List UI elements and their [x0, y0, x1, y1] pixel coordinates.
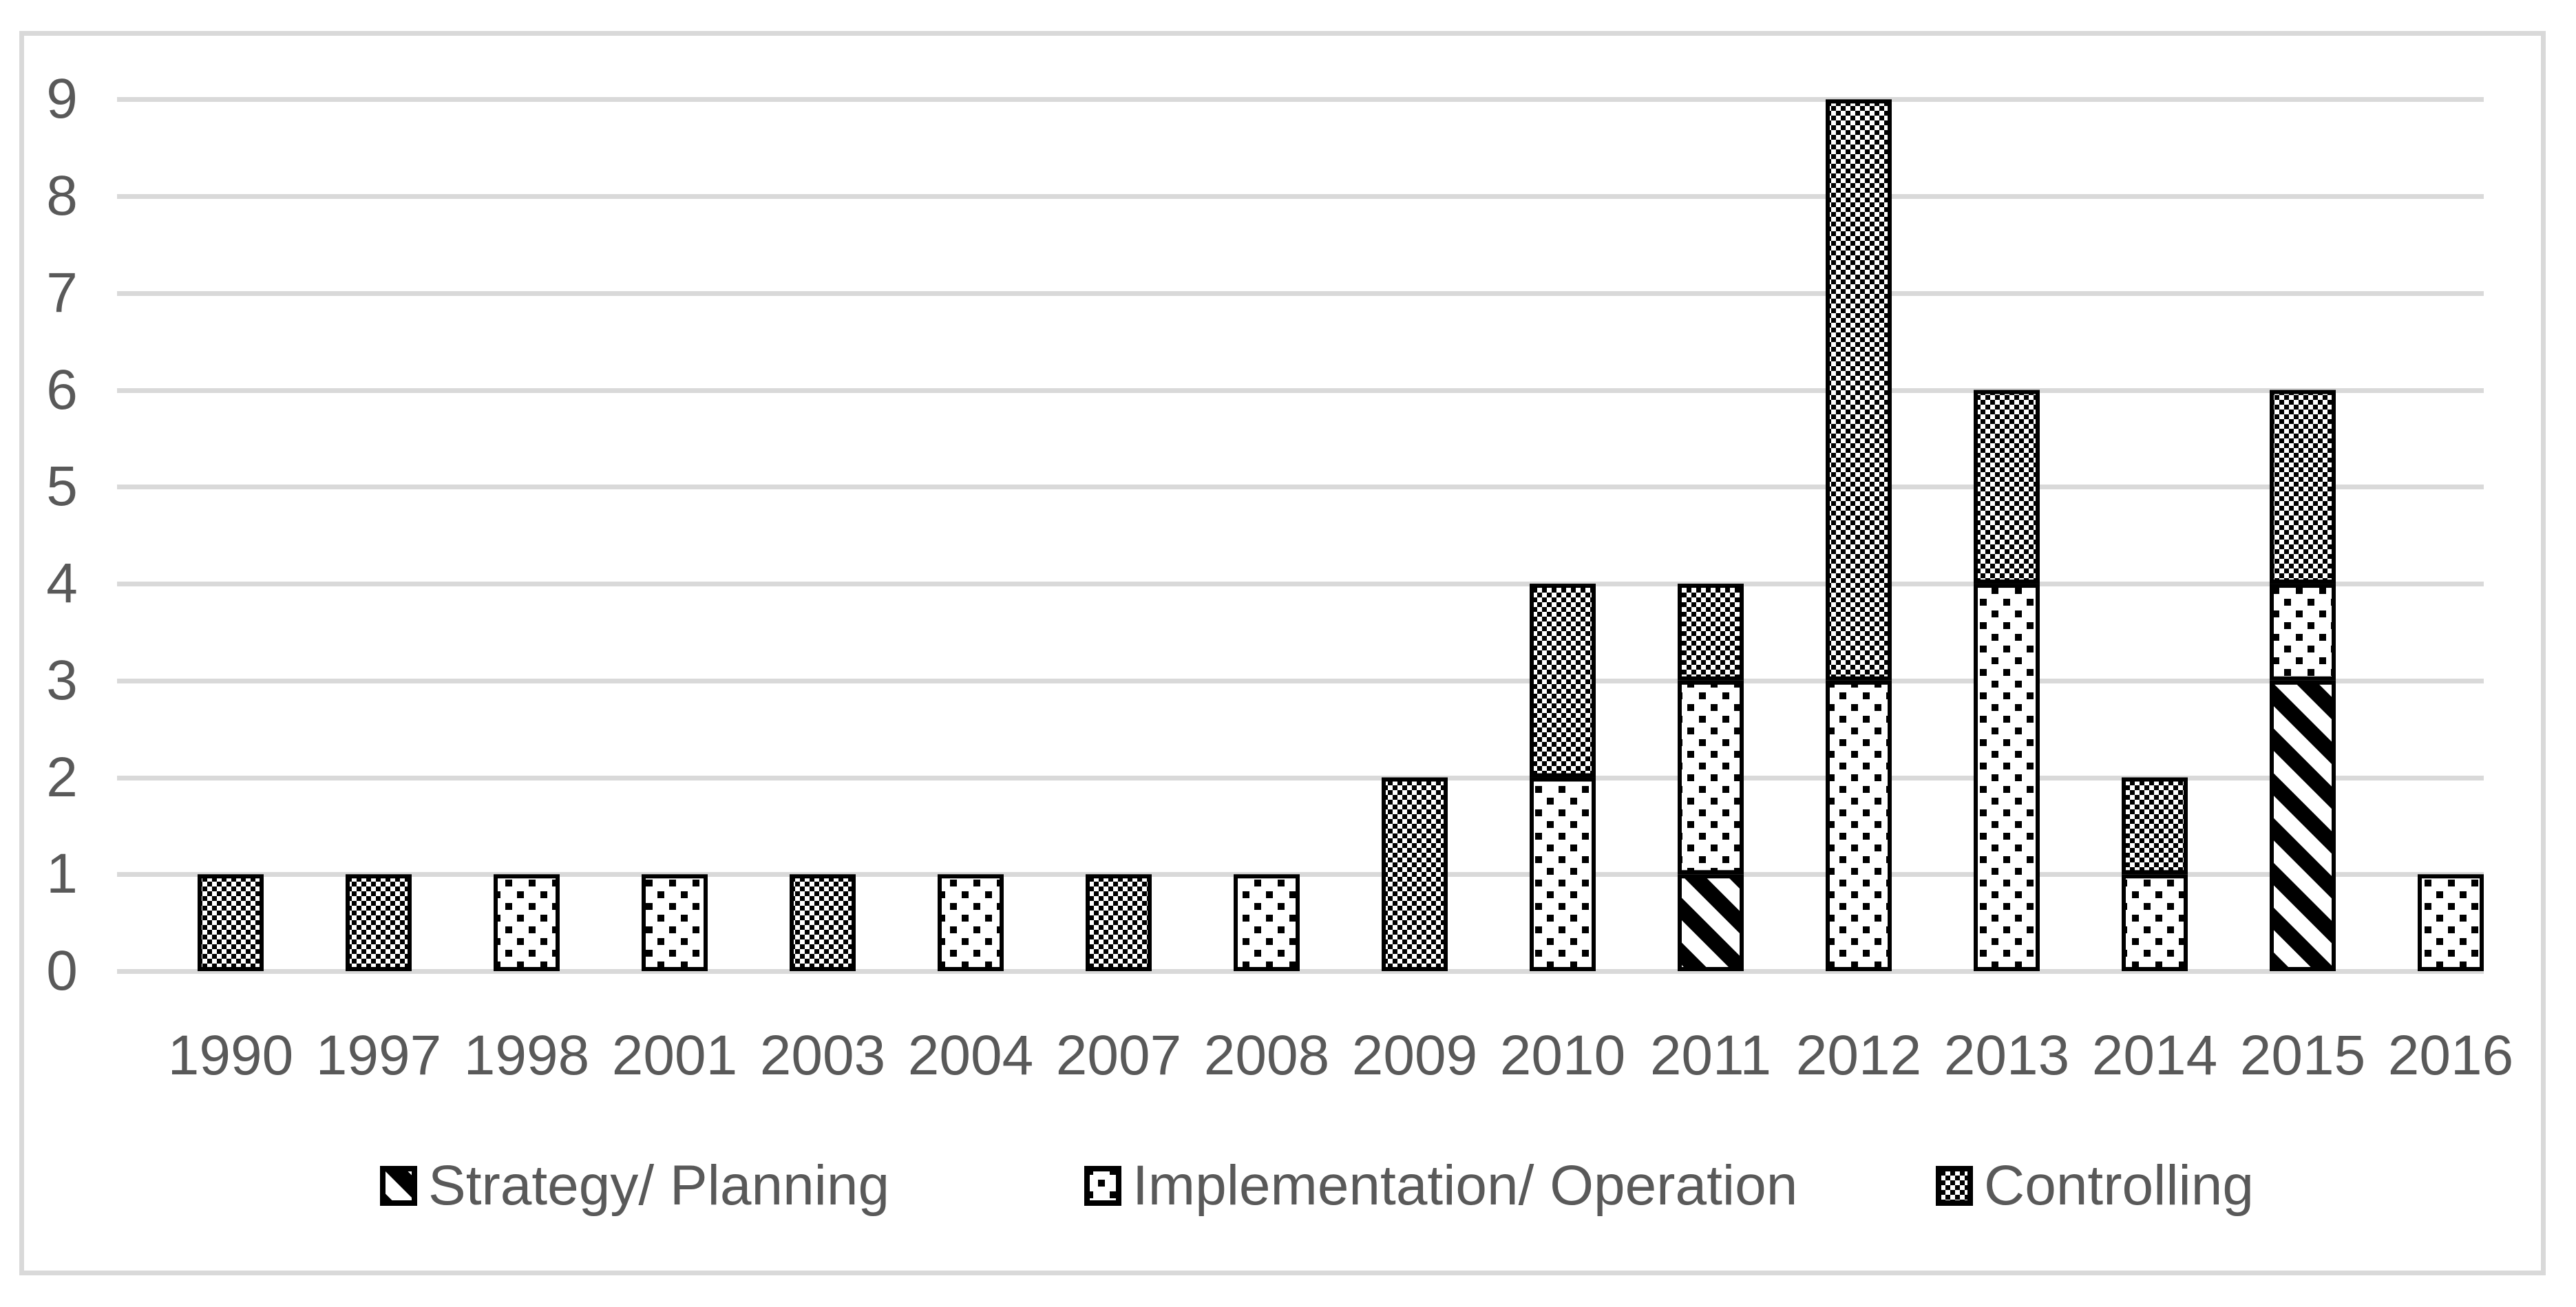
bar-segment-2011-dots: [1678, 680, 1744, 875]
y-tick-label: 2: [46, 745, 78, 809]
bar-segment-2004-dots: [938, 874, 1004, 972]
y-tick-label: 3: [46, 648, 78, 712]
x-tick-label: 2008: [1203, 1024, 1330, 1087]
figure-border: [19, 31, 2546, 1275]
x-tick-label: 2001: [611, 1024, 738, 1087]
x-tick-label: 1990: [167, 1024, 294, 1087]
x-tick-label: 2011: [1649, 1024, 1772, 1087]
x-tick-label: 1998: [463, 1024, 590, 1087]
legend-item-strategy-planning: Strategy/ Planning: [380, 1156, 889, 1215]
y-tick-label: 5: [46, 455, 78, 518]
legend-item-implementation-operation: Implementation/ Operation: [1084, 1156, 1797, 1215]
y-tick-label: 1: [46, 842, 78, 906]
bar-segment-2001-dots: [642, 874, 708, 972]
bar-segment-2014-dots: [2122, 874, 2188, 972]
bar-segment-2008-dots: [1234, 874, 1300, 972]
diagonal-stripes-swatch-icon: [380, 1166, 417, 1206]
x-tick-label: 2003: [759, 1024, 886, 1087]
gridline-y5: [117, 485, 2484, 490]
bar-segment-2015-diagonal-stripes: [2270, 680, 2336, 972]
bar-segment-2003-checkerboard: [790, 874, 856, 972]
x-tick-label: 2007: [1055, 1024, 1182, 1087]
bar-segment-2011-checkerboard: [1678, 584, 1744, 681]
x-tick-label: 2016: [2387, 1024, 2514, 1087]
x-tick-label: 2012: [1795, 1024, 1922, 1087]
legend-item-controlling: Controlling: [1936, 1156, 2254, 1215]
dots-swatch-icon: [1084, 1166, 1121, 1206]
y-tick-label: 4: [46, 552, 78, 615]
bar-segment-2016-dots: [2418, 874, 2484, 972]
gridline-y8: [117, 194, 2484, 200]
gridline-y7: [117, 290, 2484, 296]
bar-segment-2012-dots: [1826, 680, 1892, 972]
bar-segment-1997-checkerboard: [346, 874, 412, 972]
x-tick-label: 2010: [1499, 1024, 1626, 1087]
gridline-y6: [117, 387, 2484, 393]
bar-segment-1998-dots: [494, 874, 560, 972]
x-tick-label: 2015: [2239, 1024, 2366, 1087]
bar-segment-2010-dots: [1530, 777, 1596, 972]
y-tick-label: 9: [46, 67, 78, 131]
y-tick-label: 8: [46, 164, 78, 228]
bar-segment-2013-checkerboard: [1974, 390, 2040, 584]
x-tick-label: 2004: [907, 1024, 1034, 1087]
x-tick-label: 2014: [2091, 1024, 2218, 1087]
legend-label-implementation-operation: Implementation/ Operation: [1132, 1154, 1798, 1217]
chart-legend: Strategy/ Planning Implementation/ Opera…: [0, 1151, 2576, 1215]
y-tick-label: 6: [46, 358, 78, 421]
gridline-y2: [117, 775, 2484, 780]
gridline-y9: [117, 97, 2484, 103]
legend-label-strategy-planning: Strategy/ Planning: [428, 1154, 890, 1217]
y-tick-label: 7: [46, 261, 78, 324]
bar-segment-2015-dots: [2270, 584, 2336, 681]
x-tick-label: 2009: [1351, 1024, 1478, 1087]
x-tick-label: 2013: [1943, 1024, 2070, 1087]
gridline-y3: [117, 678, 2484, 683]
gridline-y0: [117, 969, 2484, 974]
x-tick-label: 1997: [315, 1024, 442, 1087]
bar-segment-2011-diagonal-stripes: [1678, 874, 1744, 972]
bar-segment-2009-checkerboard: [1382, 777, 1448, 972]
bar-segment-2013-dots: [1974, 584, 2040, 971]
y-tick-label: 0: [46, 939, 78, 1002]
checkerboard-swatch-icon: [1936, 1166, 1973, 1206]
bar-segment-2012-checkerboard: [1826, 99, 1892, 681]
gridline-y4: [117, 582, 2484, 587]
bar-segment-2007-checkerboard: [1086, 874, 1152, 972]
bar-segment-2015-checkerboard: [2270, 390, 2336, 584]
bar-segment-1990-checkerboard: [198, 874, 264, 972]
legend-label-controlling: Controlling: [1984, 1154, 2254, 1217]
bar-segment-2014-checkerboard: [2122, 777, 2188, 875]
bar-segment-2010-checkerboard: [1530, 584, 1596, 778]
gridline-y1: [117, 872, 2484, 878]
